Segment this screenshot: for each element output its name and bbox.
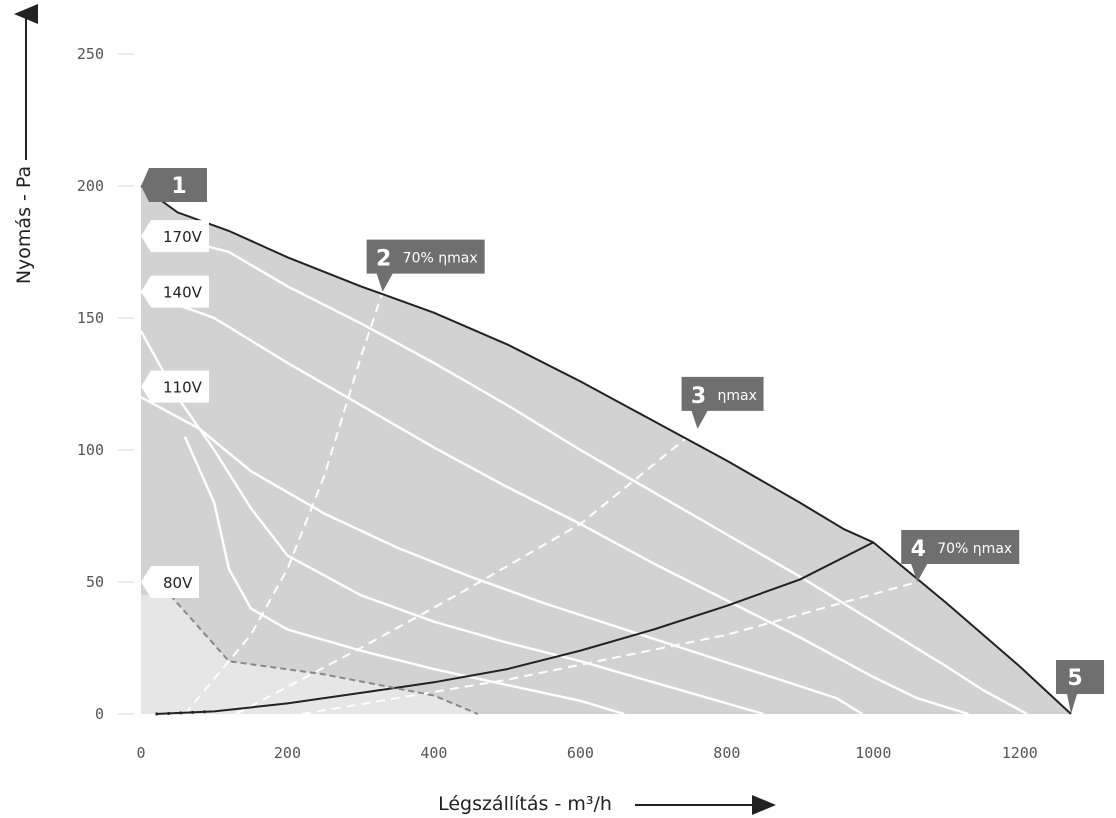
y-tick-label: 150 <box>77 309 104 327</box>
efficiency-line-1 <box>184 291 384 715</box>
x-axis-ticks: 0 200 400 600 800 1000 1200 <box>136 744 1037 762</box>
y-tick-label: 50 <box>86 573 104 591</box>
x-tick-label: 600 <box>567 744 594 762</box>
y-axis-title: Nyomás - Pa <box>13 166 35 284</box>
x-tick-label: 0 <box>136 744 145 762</box>
marker-3: 3 ηmax <box>681 376 764 429</box>
speed-curve-170V <box>177 237 1028 716</box>
boundary-curves <box>140 185 1072 716</box>
speed-label-80V: 80V <box>141 566 199 598</box>
marker-number: 2 <box>376 247 391 272</box>
speed-label-text: 110V <box>163 379 203 397</box>
y-axis-ticks: 0 50 100 150 200 250 <box>77 45 134 723</box>
marker-number: 1 <box>171 174 186 199</box>
speed-label-box <box>141 370 209 403</box>
system-curve-dotted-start <box>155 709 215 716</box>
efficiency-line-2 <box>235 428 699 715</box>
speed-label-140V: 140V <box>141 275 209 308</box>
operating-point-markers: 1 2 70% ηmax 3 ηmax 4 70% ηmax 5 <box>141 168 1105 714</box>
marker-label: 70% ηmax <box>937 541 1012 557</box>
marker-label: 70% ηmax <box>403 251 478 267</box>
speed-label-box <box>141 275 209 308</box>
speed-label-text: 80V <box>163 574 193 592</box>
x-tick-label: 800 <box>713 744 740 762</box>
operating-regions <box>141 186 1071 714</box>
speed-label-box <box>141 566 199 598</box>
speed-label-text: 140V <box>163 284 203 302</box>
marker-box <box>1056 660 1105 714</box>
y-tick-label: 200 <box>77 177 104 195</box>
speed-curve-110V <box>140 396 863 716</box>
marker-label: ηmax <box>718 388 757 404</box>
y-tick-label: 100 <box>77 441 104 459</box>
max-envelope-line <box>140 185 1072 715</box>
marker-box <box>366 239 485 292</box>
system-curve-line <box>155 541 874 715</box>
speed-curve-unlabeled-4 <box>139 330 764 716</box>
y-tick-label: 0 <box>95 705 104 723</box>
marker-2: 2 70% ηmax <box>366 239 485 292</box>
marker-number: 4 <box>911 537 926 562</box>
marker-4: 4 70% ηmax <box>901 530 1020 582</box>
speed-label-box <box>141 220 209 253</box>
low-region-boundary <box>169 594 479 715</box>
speed-label-170V: 170V <box>141 220 209 253</box>
speed-label-text: 170V <box>163 228 203 246</box>
speed-label-110V: 110V <box>141 370 209 403</box>
marker-box <box>681 376 764 429</box>
y-tick-label: 250 <box>77 45 104 63</box>
marker-box <box>141 168 207 202</box>
marker-box <box>901 530 1020 582</box>
low-region-fill <box>141 595 478 714</box>
x-axis-title: Légszállítás - m³/h <box>438 793 612 815</box>
efficiency-lines <box>184 291 918 715</box>
marker-1: 1 <box>141 168 207 202</box>
speed-curve-unlabeled-5 <box>183 436 625 716</box>
x-tick-label: 200 <box>274 744 301 762</box>
marker-number: 5 <box>1067 666 1082 691</box>
x-tick-label: 400 <box>420 744 447 762</box>
x-tick-label: 1200 <box>1002 744 1038 762</box>
marker-5: 5 <box>1056 660 1105 714</box>
operating-area-fill <box>141 186 1071 714</box>
efficiency-line-3 <box>301 581 918 715</box>
x-tick-label: 1000 <box>855 744 891 762</box>
marker-number: 3 <box>691 384 706 409</box>
